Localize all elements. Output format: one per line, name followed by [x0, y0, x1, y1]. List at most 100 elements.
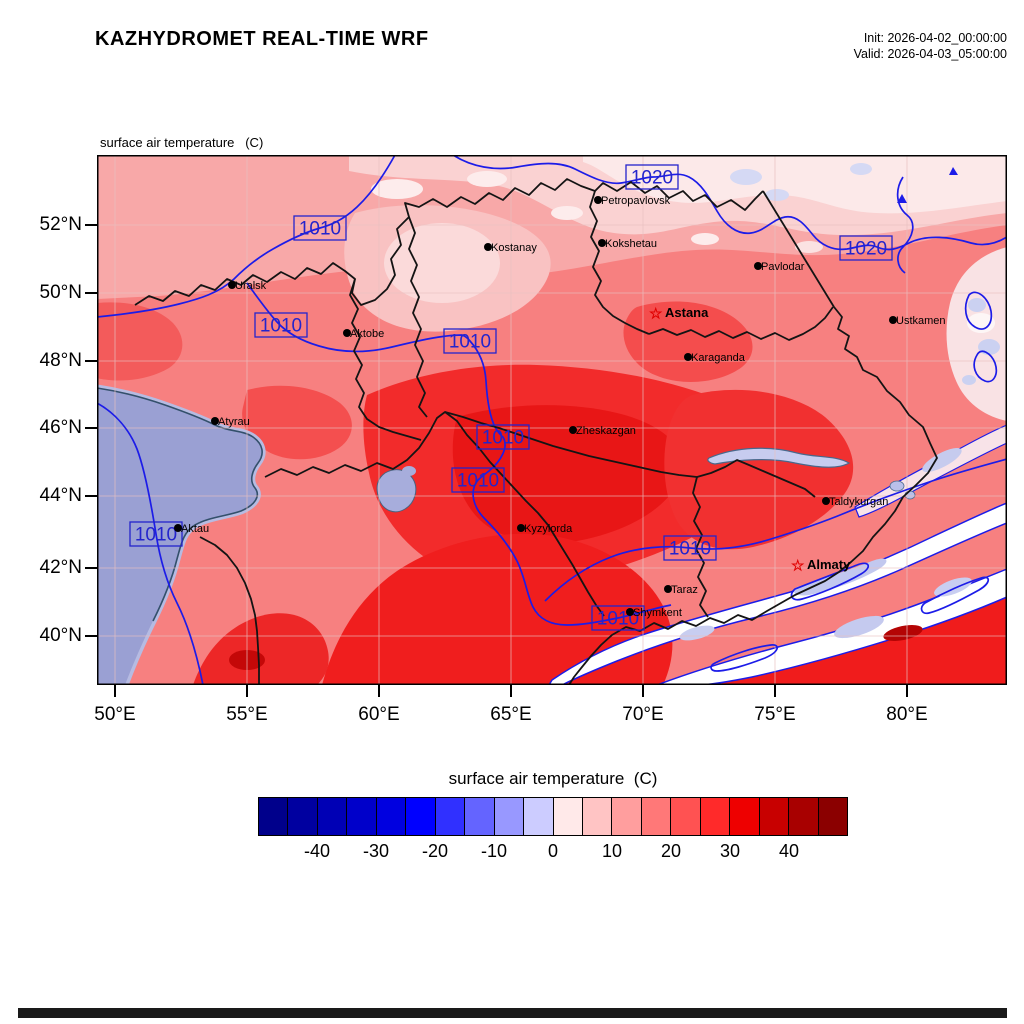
lat-tick-mark — [85, 427, 97, 429]
pressure-label-box — [476, 424, 530, 450]
pressure-label-text: 1010 — [449, 332, 491, 353]
pressure-contours — [97, 155, 1007, 685]
lon-tick-label: 50°E — [94, 704, 136, 725]
border-akmola — [589, 190, 650, 335]
city-label: Ustkamen — [896, 315, 946, 327]
pressure-label-text: 1010 — [457, 471, 499, 492]
pressure-label-box — [254, 312, 308, 338]
city-label: Kokshetau — [605, 238, 657, 250]
colorbar-tick-label: 20 — [660, 841, 682, 861]
city-shymkent: Shymkent — [626, 607, 682, 619]
city-label: Kostanay — [491, 242, 537, 254]
lon-tick-mark — [246, 685, 248, 697]
lon-tick-label: 55°E — [226, 704, 268, 725]
city-taraz: Taraz — [664, 584, 698, 596]
border-kostanay-east — [408, 216, 428, 418]
city-label: Taldykurgan — [829, 496, 888, 508]
lon-tick-label: 75°E — [754, 704, 796, 725]
city-atyrau: Atyrau — [211, 416, 250, 428]
lon-tick-label: 80°E — [886, 704, 928, 725]
colorbar-tick-label: 30 — [719, 841, 741, 861]
pressure-label-box — [293, 215, 347, 241]
city-label: Karaganda — [691, 352, 746, 364]
lat-tick-label: 50°N — [39, 282, 82, 303]
colorbar-cell — [641, 798, 672, 835]
pressure-label-text: 1010 — [135, 525, 177, 546]
colorbar-title: surface air temperature (C) — [448, 769, 658, 788]
city-label: Petropavlovsk — [601, 195, 671, 207]
lat-tick-mark — [85, 224, 97, 226]
city-petropavlovsk: Petropavlovsk — [594, 195, 671, 207]
lon-tick-label: 65°E — [490, 704, 532, 725]
city-pavlodar: Pavlodar — [754, 261, 805, 273]
pressure-label-box — [443, 328, 497, 354]
city-kostanay: Kostanay — [484, 242, 537, 254]
lat-tick-label: 46°N — [39, 417, 82, 438]
colorbar-cell — [789, 798, 819, 835]
city-marker-icon — [174, 524, 182, 532]
dark-red-hot-spot — [883, 624, 923, 642]
city-kokshetau: Kokshetau — [598, 238, 657, 250]
city-kyzylorda: Kyzylorda — [517, 523, 573, 535]
colorbar-cell — [288, 798, 318, 835]
lat-tick-mark — [85, 292, 97, 294]
pressure-label-box — [129, 521, 183, 547]
city-marker-icon — [684, 353, 692, 361]
city-label: Shymkent — [633, 607, 682, 619]
colorbar-tick-label: -20 — [421, 841, 448, 861]
pressure-label-text: 1020 — [845, 239, 887, 260]
city-label: Aktobe — [350, 328, 384, 340]
city-marker-icon — [626, 608, 634, 616]
colorbar-cell — [671, 798, 701, 835]
aral-sea-north-lobe — [402, 466, 416, 476]
lon-tick-label: 60°E — [358, 704, 400, 725]
city-uralsk: Uralsk — [228, 280, 267, 292]
pressure-label: 1020 — [839, 235, 893, 261]
colorbar-cell — [259, 798, 289, 835]
city-marker-icon — [484, 243, 492, 251]
city-marker-icon — [517, 524, 525, 532]
run-timestamps: Init: 2026-04-02_00:00:00 Valid: 2026-04… — [854, 30, 1007, 62]
lon-tick-label: 70°E — [622, 704, 664, 725]
city-marker-icon — [594, 196, 602, 204]
lat-tick-mark — [85, 567, 97, 569]
colorbar-cell — [700, 798, 731, 835]
city-aktau: Aktau — [174, 523, 209, 535]
pressure-label-text: 1010 — [669, 539, 711, 560]
colorbar-cell — [582, 798, 613, 835]
colorbar-cell — [612, 798, 642, 835]
pressure-label-text: 1010 — [299, 219, 341, 240]
border-central-east — [444, 411, 816, 498]
colorbar-cell — [553, 798, 583, 835]
city-ustkamen: Ustkamen — [889, 315, 946, 327]
colorbar-tick-label: 40 — [778, 841, 800, 861]
colorbar-cell — [818, 798, 848, 835]
city-karaganda: Karaganda — [684, 352, 746, 364]
colorbar-cell — [494, 798, 525, 835]
border-almaty-west — [692, 476, 709, 618]
lat-tick-label: 40°N — [39, 625, 82, 646]
pressure-label: 1020 — [625, 164, 679, 190]
city-label: Atyrau — [218, 416, 250, 428]
lon-tick-mark — [114, 685, 116, 697]
pressure-label: 1010 — [476, 424, 530, 450]
city-marker-icon — [754, 262, 762, 270]
colorbar: surface air temperature (C) -40 -30 -20 -10… — [258, 769, 848, 865]
page-title: KAZHYDROMET REAL-TIME WRF — [95, 28, 429, 50]
city-taldykurgan: Taldykurgan — [822, 496, 888, 508]
border-russia-north — [134, 178, 764, 306]
colorbar-cell — [376, 798, 407, 835]
city-label: Almaty — [807, 557, 851, 572]
border-mangystau — [199, 536, 260, 685]
map-svg: 1020101010201010101010101010101010101010… — [97, 155, 1007, 685]
layer-label-temperature: surface air temperature (C) — [100, 135, 264, 150]
pressure-label: 1010 — [129, 521, 183, 547]
colorbar-tick-label: -10 — [480, 841, 507, 861]
border-southwest — [264, 411, 605, 617]
city-marker-icon — [343, 329, 351, 337]
map-frame-border — [97, 155, 1007, 685]
capital-star-icon: ☆ — [649, 306, 663, 323]
lake-alakol — [889, 480, 905, 492]
cities-layer: Petropavlovsk Kostanay Kokshetau Pavlodar Ur… — [174, 195, 946, 619]
